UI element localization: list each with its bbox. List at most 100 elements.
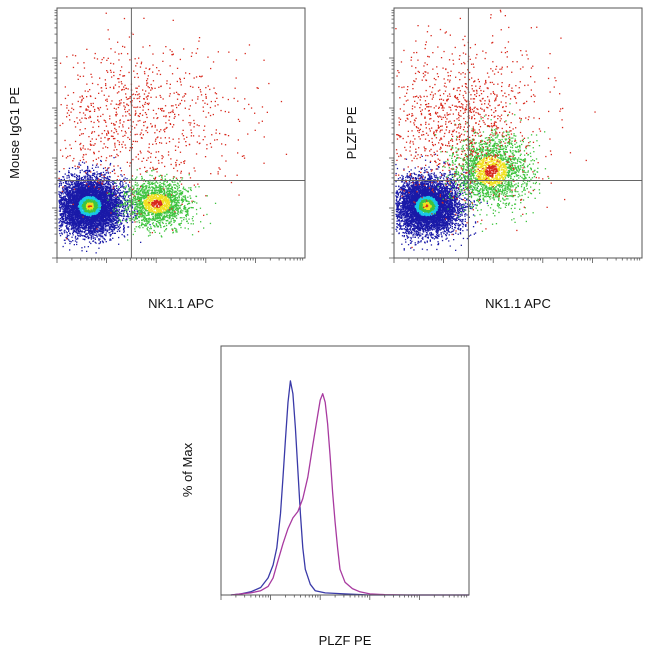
event-dot (92, 227, 94, 229)
event-dot (102, 171, 105, 173)
event-dot (113, 232, 116, 234)
event-dot (68, 167, 71, 169)
event-dot (75, 231, 77, 233)
event-dot (95, 242, 97, 244)
event-dot (109, 232, 111, 234)
event-dot (119, 184, 122, 186)
event-dot (74, 227, 76, 229)
event-dot (114, 232, 116, 234)
event-dot (102, 229, 104, 232)
event-dot (96, 185, 99, 187)
event-dot (123, 224, 125, 227)
event-dot (127, 202, 129, 204)
event-dot (75, 187, 78, 189)
event-dot (115, 195, 117, 198)
event-dot (124, 206, 127, 208)
event-dot (65, 231, 67, 233)
event-dot (92, 182, 95, 185)
event-dot (118, 209, 120, 211)
event-dot (76, 224, 78, 226)
event-dot (86, 188, 89, 190)
event-dot (58, 218, 60, 220)
event-dot (93, 169, 95, 171)
event-dot (122, 190, 124, 192)
event-dot (89, 175, 91, 177)
event-dot (95, 230, 97, 232)
event-dot (97, 166, 99, 168)
event-dot (63, 205, 65, 207)
event-dot (67, 203, 69, 205)
event-dot (113, 197, 115, 199)
event-dot (103, 179, 105, 181)
event-dot (60, 184, 62, 186)
event-dot (64, 213, 67, 215)
event-dot (58, 229, 61, 232)
event-dot (65, 236, 67, 239)
event-dot (113, 213, 115, 215)
event-dot (83, 203, 85, 205)
event-dot (86, 172, 89, 174)
event-dot (91, 226, 93, 228)
event-dot (122, 212, 125, 214)
event-dot (100, 159, 102, 162)
event-dot (78, 232, 80, 234)
event-dot (72, 231, 74, 233)
event-dot (111, 232, 114, 234)
event-dot (97, 190, 99, 193)
event-dot (96, 233, 98, 235)
event-dot (64, 173, 66, 175)
event-dot (91, 182, 93, 184)
event-dot (73, 192, 75, 194)
event-dot (78, 163, 80, 166)
event-dot (82, 182, 84, 184)
event-dot (116, 198, 118, 200)
event-dot (105, 216, 107, 218)
event-dot (98, 238, 100, 240)
event-dot (86, 193, 89, 196)
event-dot (112, 218, 114, 220)
event-dot (83, 235, 85, 237)
event-dot (90, 183, 92, 185)
event-dot (117, 200, 119, 202)
event-dot (93, 175, 96, 178)
event-dot (111, 214, 113, 216)
event-dot (117, 229, 119, 231)
event-dot (79, 170, 81, 172)
event-dot (88, 241, 91, 243)
event-dot (75, 217, 77, 219)
event-dot (112, 203, 114, 206)
event-dot (70, 183, 73, 185)
event-dot (124, 195, 126, 197)
event-dot (118, 212, 121, 214)
event-dot (126, 234, 129, 236)
event-dot (86, 193, 88, 195)
event-dot (69, 187, 71, 189)
event-dot (68, 195, 70, 197)
event-dot (99, 180, 101, 183)
event-dot (73, 224, 75, 227)
event-dot (109, 205, 112, 208)
event-dot (68, 225, 71, 227)
event-dot (105, 177, 107, 179)
event-dot (123, 230, 125, 232)
event-dot (104, 229, 106, 231)
event-dot (123, 231, 125, 233)
event-dot (94, 238, 96, 240)
event-dot (66, 175, 68, 177)
event-dot (90, 178, 92, 181)
event-dot (78, 224, 80, 226)
event-dot (63, 176, 65, 178)
event-dot (98, 235, 100, 237)
event-dot (112, 191, 114, 193)
event-dot (86, 188, 88, 190)
event-dot (127, 213, 129, 215)
event-dot (92, 237, 94, 240)
event-dot (110, 201, 113, 204)
event-dot (84, 228, 86, 230)
event-dot (101, 226, 103, 229)
event-dot (66, 219, 68, 221)
event-dot (77, 167, 79, 169)
event-dot (59, 213, 61, 215)
event-dot (80, 178, 82, 180)
event-dot (117, 188, 119, 190)
